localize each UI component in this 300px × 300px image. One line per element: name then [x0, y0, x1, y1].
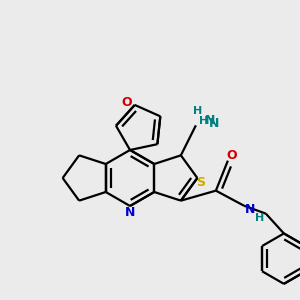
Text: O: O — [226, 149, 237, 162]
Text: O: O — [122, 96, 132, 110]
Text: S: S — [196, 176, 205, 188]
Text: N: N — [205, 114, 215, 127]
Text: N: N — [209, 117, 219, 130]
Text: N: N — [245, 203, 255, 216]
Text: H: H — [193, 106, 203, 116]
Text: N: N — [125, 206, 135, 218]
Text: H: H — [199, 116, 208, 126]
Text: H: H — [255, 213, 265, 223]
